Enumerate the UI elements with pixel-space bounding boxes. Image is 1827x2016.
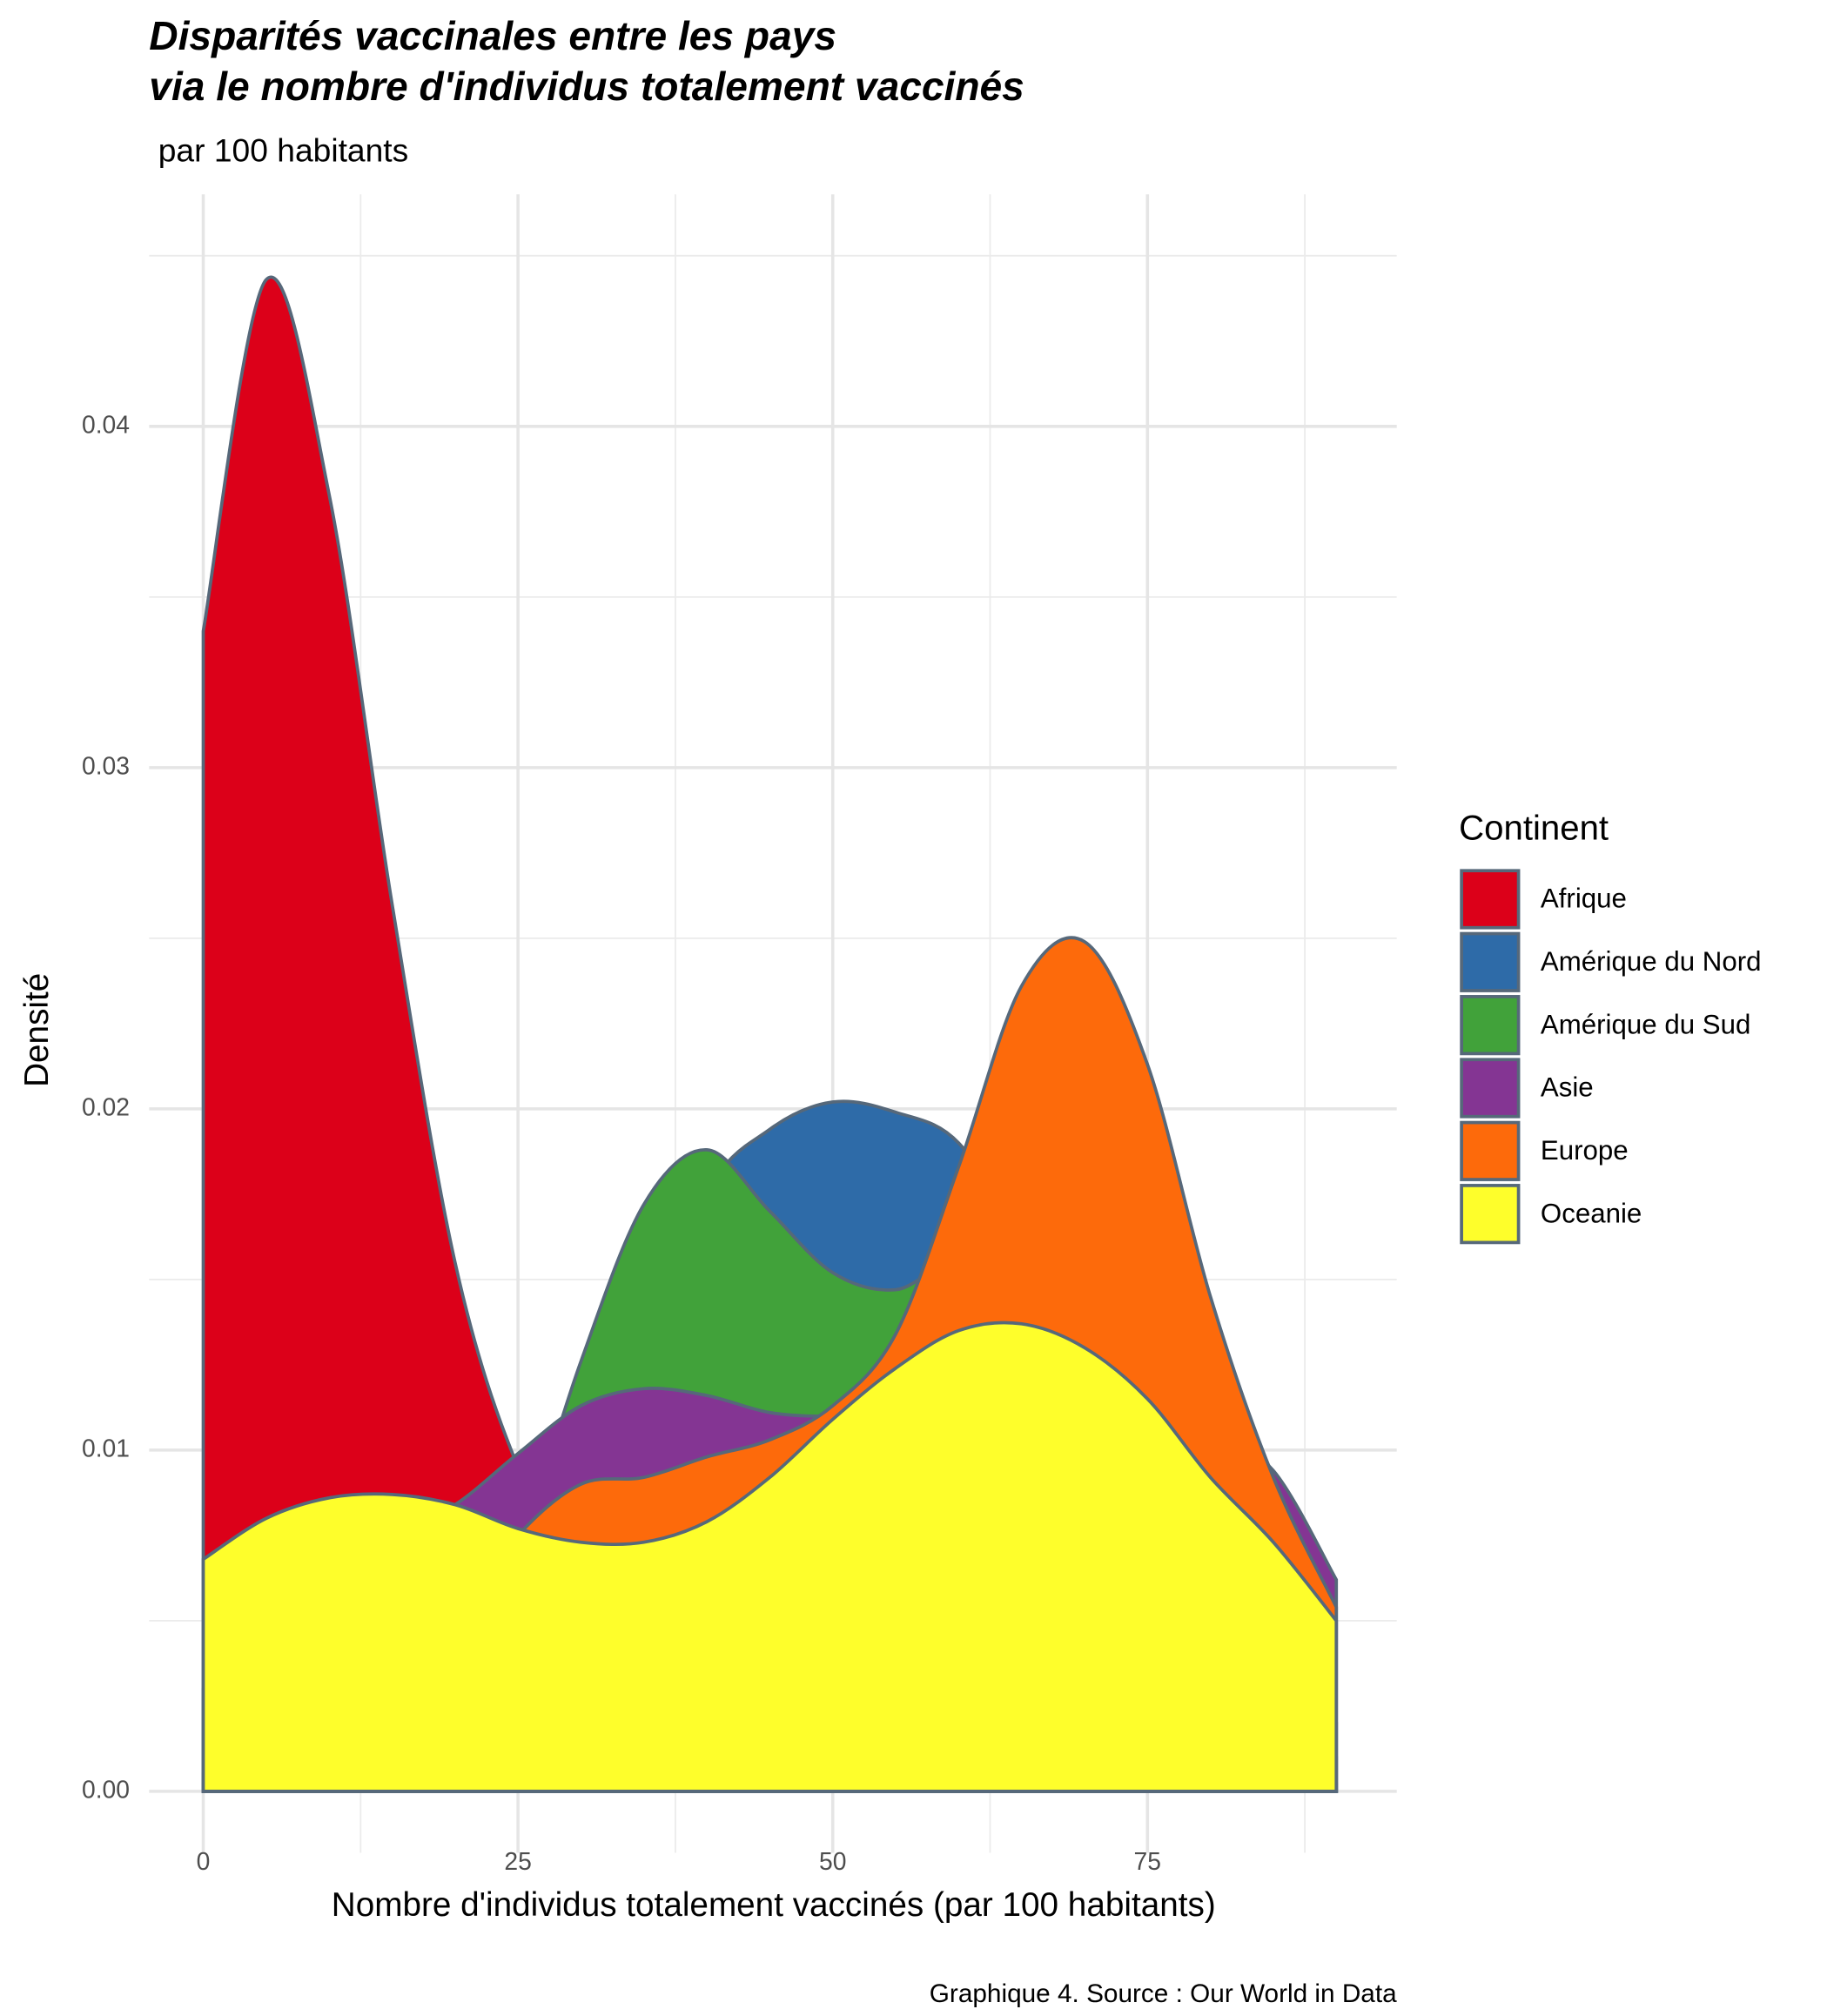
y-tick-label: 0.01 (82, 1434, 130, 1462)
legend: Afrique Amérique du Nord Amérique du Sud As… (1460, 869, 1762, 1245)
x-axis-title: Nombre d'individus totalement vaccinés (… (332, 1886, 1216, 1924)
x-tick-label: 50 (819, 1847, 846, 1875)
y-tick-label: 0.04 (82, 410, 130, 438)
x-tick-label: 75 (1134, 1847, 1161, 1875)
chart-subtitle: par 100 habitants (158, 131, 409, 168)
chart-title: via le nombre d'individus totalement vac… (149, 64, 1024, 109)
plot-area (201, 275, 1339, 1793)
legend-key (1460, 1058, 1521, 1119)
legend-label: Amérique du Sud (1541, 1009, 1750, 1039)
chart-title: Disparités vaccinales entre les pays (149, 13, 836, 58)
legend-key (1460, 1184, 1521, 1245)
density-area (201, 1320, 1339, 1793)
legend-key (1460, 869, 1521, 930)
legend-key (1460, 931, 1521, 992)
legend-label: Amérique du Nord (1541, 946, 1762, 977)
legend-key (1460, 1120, 1521, 1181)
y-tick-label: 0.02 (82, 1092, 130, 1120)
y-axis-title: Densité (18, 973, 56, 1087)
y-tick-label: 0.00 (82, 1775, 130, 1803)
caption: Graphique 4. Source : Our World in Data (930, 1979, 1397, 2008)
legend-key (1460, 995, 1521, 1056)
legend-title: Continent (1459, 809, 1609, 848)
legend-label: Afrique (1541, 884, 1627, 914)
y-tick-label: 0.03 (82, 751, 130, 779)
x-tick-label: 0 (197, 1847, 211, 1875)
legend-label: Europe (1541, 1135, 1629, 1166)
legend-label: Asie (1541, 1072, 1594, 1103)
x-tick-label: 25 (504, 1847, 531, 1875)
legend-label: Oceanie (1541, 1198, 1642, 1228)
